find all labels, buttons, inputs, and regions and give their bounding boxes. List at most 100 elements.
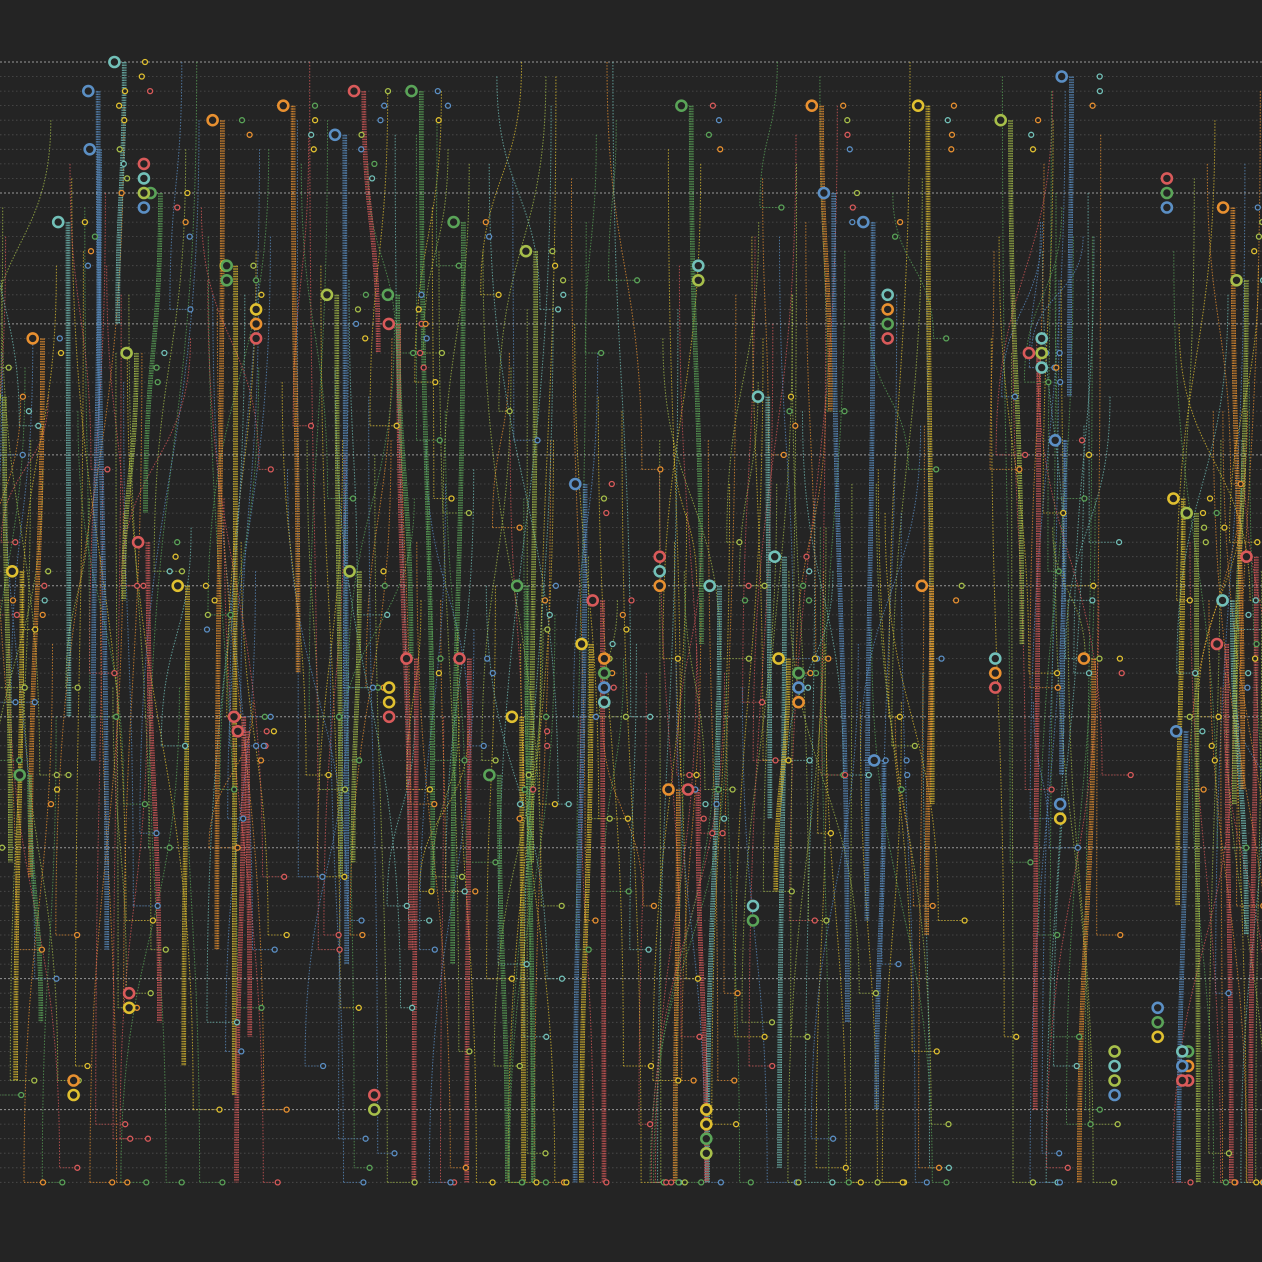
leaf-node bbox=[948, 131, 956, 138]
leaf-node bbox=[1225, 1150, 1233, 1157]
dependency-strand bbox=[1176, 294, 1229, 674]
dependency-strand bbox=[115, 352, 119, 1008]
hub-node bbox=[988, 652, 1002, 665]
bundle-strand bbox=[582, 643, 594, 1183]
leaf-node bbox=[1186, 713, 1193, 720]
leaf-node bbox=[533, 1179, 540, 1186]
dependency-strand bbox=[734, 338, 764, 1037]
leaf-node bbox=[384, 87, 392, 95]
hub-node bbox=[347, 84, 361, 98]
dependency-strand bbox=[488, 163, 559, 805]
leaf-node bbox=[358, 917, 365, 924]
leaf-node bbox=[945, 1164, 953, 1171]
bundle-strand bbox=[93, 149, 101, 761]
bundle-strand bbox=[181, 585, 187, 1067]
bundle-strand bbox=[451, 222, 464, 965]
leaf-node bbox=[435, 117, 442, 124]
leaf-node bbox=[1053, 669, 1061, 677]
leaf-node bbox=[585, 946, 592, 953]
hub-node bbox=[575, 637, 588, 651]
leaf-node bbox=[423, 335, 430, 342]
dependency-strand bbox=[741, 483, 778, 1023]
leaf-node bbox=[1054, 931, 1061, 939]
leaf-node bbox=[121, 87, 129, 95]
bundle-strand bbox=[350, 571, 359, 863]
dependency-strand bbox=[662, 338, 721, 659]
leaf-node bbox=[447, 1179, 454, 1186]
bundle-strand bbox=[1175, 498, 1182, 906]
dependency-strand bbox=[496, 76, 541, 310]
leaf-node bbox=[384, 611, 391, 619]
leaf-node bbox=[116, 146, 123, 153]
bundle-strand bbox=[2, 396, 10, 863]
leaf-node bbox=[1222, 1179, 1230, 1186]
bundle-strand bbox=[144, 192, 161, 514]
bundle-strand bbox=[822, 105, 833, 412]
leaf-node bbox=[1254, 539, 1261, 546]
hub-node bbox=[26, 332, 40, 345]
dependency-strand bbox=[657, 309, 679, 1183]
leaf-node bbox=[1096, 73, 1103, 80]
dependency-strand bbox=[216, 309, 265, 1110]
leaf-node bbox=[1013, 1033, 1020, 1040]
dependency-strand bbox=[1053, 425, 1085, 1067]
bundle-strand bbox=[91, 149, 99, 761]
bundle-strand bbox=[675, 789, 680, 1183]
bundle-strand bbox=[452, 222, 465, 965]
hub-node bbox=[108, 55, 121, 69]
leaf-node bbox=[146, 87, 154, 95]
leaf-node bbox=[933, 466, 940, 473]
leaf-node bbox=[1053, 364, 1060, 371]
bundle-strand bbox=[396, 294, 411, 659]
leaf-node bbox=[896, 713, 903, 720]
hub-node bbox=[1077, 652, 1091, 665]
leaf-node bbox=[935, 1164, 943, 1171]
hub-node bbox=[367, 1103, 381, 1116]
leaf-node bbox=[702, 800, 709, 808]
bundle-strand bbox=[1196, 512, 1200, 1183]
leaf-node bbox=[961, 917, 968, 924]
leaf-node bbox=[120, 160, 127, 168]
dependency-strand bbox=[888, 61, 911, 717]
dependency-strand bbox=[9, 440, 32, 1081]
hub-node bbox=[1108, 1088, 1121, 1102]
bundle-strand bbox=[819, 105, 829, 412]
leaf-node bbox=[461, 757, 468, 764]
leaf-node bbox=[0, 844, 6, 851]
dependency-strand bbox=[824, 643, 847, 1183]
leaf-node bbox=[466, 1048, 473, 1055]
leaf-node bbox=[422, 320, 429, 328]
leaf-node bbox=[465, 509, 473, 517]
leaf-node bbox=[9, 597, 17, 604]
leaf-node bbox=[686, 771, 693, 779]
dependency-strand bbox=[523, 498, 533, 1183]
leaf-node bbox=[462, 1164, 469, 1171]
dependency-strand bbox=[84, 207, 91, 717]
leaf-node bbox=[181, 742, 189, 750]
leaf-node bbox=[319, 873, 326, 880]
leaf-node bbox=[1117, 931, 1124, 939]
dependency-strand bbox=[112, 294, 122, 1139]
leaf-node bbox=[647, 1062, 655, 1070]
leaf-node bbox=[842, 1164, 849, 1171]
hub-node bbox=[122, 1001, 136, 1015]
bundle-strand bbox=[182, 585, 188, 1067]
leaf-node bbox=[73, 931, 81, 939]
bundle-strand bbox=[146, 192, 163, 514]
dependency-strand bbox=[881, 702, 902, 1183]
dependency-strand bbox=[1206, 163, 1232, 485]
hub-node bbox=[653, 550, 667, 564]
leaf-node bbox=[325, 771, 332, 779]
dependency-strand bbox=[1011, 352, 1014, 1183]
hub-node bbox=[699, 1147, 713, 1160]
leaf-node bbox=[552, 582, 560, 589]
bundle-strand bbox=[15, 571, 24, 1081]
leaf-node bbox=[45, 568, 52, 575]
leaf-node bbox=[411, 1179, 418, 1186]
leaf-node bbox=[563, 1179, 570, 1186]
bundle-strand bbox=[767, 396, 771, 819]
hub-node bbox=[746, 914, 760, 927]
bundle-strand bbox=[528, 585, 536, 1183]
hub-node bbox=[1055, 70, 1068, 83]
leaf-node bbox=[1060, 509, 1067, 517]
